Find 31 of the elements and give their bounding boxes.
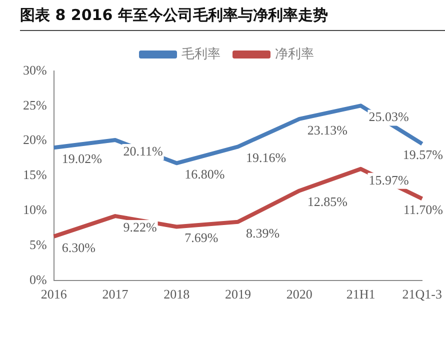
x-tick-label: 21H1 — [346, 286, 376, 302]
y-tick-label: 15% — [22, 167, 47, 182]
data-label: 20.11% — [123, 143, 163, 158]
data-label: 7.69% — [184, 230, 218, 246]
legend-label: 净利率 — [275, 46, 314, 61]
data-label: 11.70% — [403, 202, 444, 218]
x-tick-label: 2017 — [102, 286, 129, 302]
legend-label: 毛利率 — [182, 46, 220, 61]
data-label: 12.85% — [307, 194, 348, 210]
x-tick-label: 2018 — [164, 286, 190, 302]
y-tick-label: 10% — [22, 202, 47, 218]
data-label: 19.57% — [402, 147, 444, 162]
x-tick-label: 2016 — [40, 286, 68, 302]
y-tick-label: 20% — [22, 132, 47, 148]
y-tick-label: 30% — [22, 62, 47, 78]
data-label: 25.03% — [368, 109, 410, 124]
data-label: 9.22% — [123, 219, 157, 234]
y-tick-label: 5% — [29, 236, 47, 252]
y-tick-label: 25% — [22, 97, 47, 112]
data-label: 23.13% — [307, 122, 348, 138]
x-tick-label: 2020 — [286, 286, 312, 302]
data-label: 8.39% — [246, 225, 280, 240]
x-tick-label: 2019 — [224, 286, 251, 302]
chart-title: 图表 8 2016 年至今公司毛利率与净利率走势 — [20, 6, 328, 25]
y-tick-label: 0% — [29, 272, 47, 287]
data-label: 19.16% — [246, 150, 286, 166]
data-label: 15.97% — [368, 172, 410, 188]
data-label: 16.80% — [184, 166, 225, 182]
x-tick-label: 21Q1-3 — [402, 286, 442, 302]
data-label: 6.30% — [62, 240, 96, 255]
data-label: 19.02% — [62, 151, 102, 166]
